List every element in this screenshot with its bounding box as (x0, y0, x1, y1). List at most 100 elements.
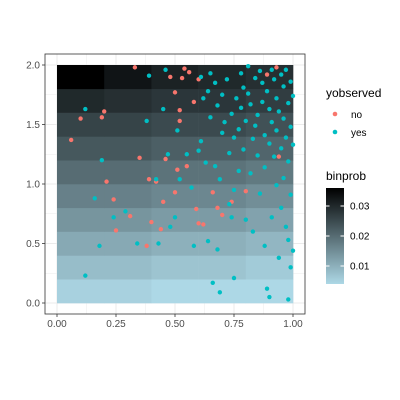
fill-legend: binprob 0.01 0.02 0.03 (326, 169, 370, 284)
scatter-point-yes (279, 146, 284, 151)
scatter-point-yes (238, 105, 244, 111)
y-tick-label: 1.0 (26, 180, 40, 191)
x-axis: 0.00 0.25 0.50 0.75 1.00 (47, 314, 303, 330)
scatter-point-yes (201, 96, 206, 101)
scatter-point-yes (205, 238, 211, 244)
heatmap-cell (198, 231, 247, 256)
scatter-point-yes (144, 118, 149, 124)
heatmap-cell (198, 207, 247, 232)
scatter-point-no (215, 205, 220, 210)
heatmap-cell (245, 279, 294, 304)
fill-legend-tick-label: 0.03 (350, 202, 370, 213)
scatter-point-no (137, 155, 142, 161)
scatter-point-yes (286, 100, 291, 106)
scatter-point-yes (269, 67, 274, 72)
scatter-point-yes (123, 209, 128, 214)
scatter-point-no (168, 74, 173, 80)
fill-legend-tick-label: 0.01 (350, 262, 370, 273)
scatter-point-no (113, 228, 119, 233)
scatter-point-no (191, 99, 197, 105)
scatter-point-yes (248, 102, 253, 107)
scatter-point-yes (281, 84, 286, 89)
scatter-point-yes (241, 85, 246, 90)
scatter-point-no (172, 190, 178, 195)
scatter-point-yes (175, 128, 180, 133)
scatter-point-yes (288, 79, 293, 84)
heatmap-cell (151, 279, 199, 304)
scatter-point-yes (229, 215, 234, 220)
scatter-point-yes (290, 248, 296, 253)
scatter-point-yes (168, 224, 173, 230)
scatter-point-yes (241, 147, 246, 152)
heatmap-cell (104, 136, 152, 161)
scatter-point-no (161, 199, 166, 205)
x-tick-label: 0.75 (224, 319, 244, 330)
scatter-point-yes (260, 80, 265, 86)
scatter-point-yes (253, 123, 258, 128)
scatter-point-yes (231, 187, 237, 193)
heatmap-cell (104, 88, 152, 113)
heatmap-cell (104, 255, 152, 280)
heatmap-cell (151, 136, 199, 161)
scatter-point-no (264, 72, 270, 77)
scatter-point-yes (163, 67, 168, 72)
scatter-point-no (243, 188, 248, 194)
legend-label-yes: yes (351, 128, 367, 139)
scatter-point-yes (222, 119, 227, 125)
scatter-point-yes (217, 290, 223, 295)
scatter-point-yes (196, 148, 201, 153)
scatter-point-yes (290, 142, 296, 147)
heatmap-cell (151, 255, 199, 280)
scatter-point-yes (135, 241, 140, 246)
x-tick-label: 1.00 (283, 319, 303, 330)
x-tick-label: 0.25 (106, 319, 126, 330)
scatter-point-yes (220, 130, 225, 136)
heatmap-cell (57, 207, 105, 232)
scatter-point-yes (281, 175, 286, 181)
scatter-point-yes (212, 163, 218, 169)
heatmap-cell (198, 184, 247, 209)
scatter-point-yes (97, 243, 102, 249)
x-tick-label: 0.50 (165, 319, 185, 330)
scatter-point-yes (227, 202, 232, 207)
heatmap-cell (198, 65, 247, 90)
scatter-point-yes (290, 93, 296, 99)
heatmap-cell (104, 207, 152, 232)
scatter-point-yes (279, 72, 284, 77)
heatmap-cell (57, 160, 105, 185)
scatter-point-yes (172, 215, 178, 220)
scatter-point-no (68, 137, 74, 143)
scatter-point-yes (99, 158, 105, 163)
scatter-point-yes (212, 80, 218, 86)
scatter-point-yes (274, 182, 279, 188)
heatmap-cell (104, 160, 152, 185)
scatter-point-yes (264, 88, 270, 94)
plot-panel (44, 53, 306, 315)
fill-legend-colorbar (326, 188, 344, 284)
scatter-point-yes (236, 127, 241, 132)
scatter-point-yes (255, 112, 260, 118)
heatmap-cell (104, 279, 152, 304)
scatter-point-yes (92, 196, 97, 201)
scatter-point-yes (198, 74, 204, 80)
scatter-point-no (220, 212, 225, 218)
scatter-point-yes (262, 165, 267, 170)
scatter-point-no (210, 190, 215, 195)
scatter-point-no (184, 163, 189, 169)
heatmap-cell (104, 184, 152, 209)
heatmap-cell (245, 231, 294, 256)
scatter-point-yes (215, 247, 220, 252)
scatter-point-no (102, 109, 107, 114)
scatter-point-yes (215, 103, 220, 108)
scatter-point-no (158, 227, 164, 232)
heatmap-cell (104, 65, 152, 90)
scatter-point-yes (208, 115, 213, 120)
scatter-point-yes (288, 124, 293, 130)
scatter-point-no (182, 66, 187, 71)
scatter-point-no (172, 90, 178, 95)
scatter-point-yes (264, 286, 270, 291)
scatter-point-yes (283, 67, 289, 72)
scatter-point-yes (156, 241, 161, 246)
fill-legend-title: binprob (326, 169, 366, 183)
legend-label-no: no (351, 110, 363, 121)
